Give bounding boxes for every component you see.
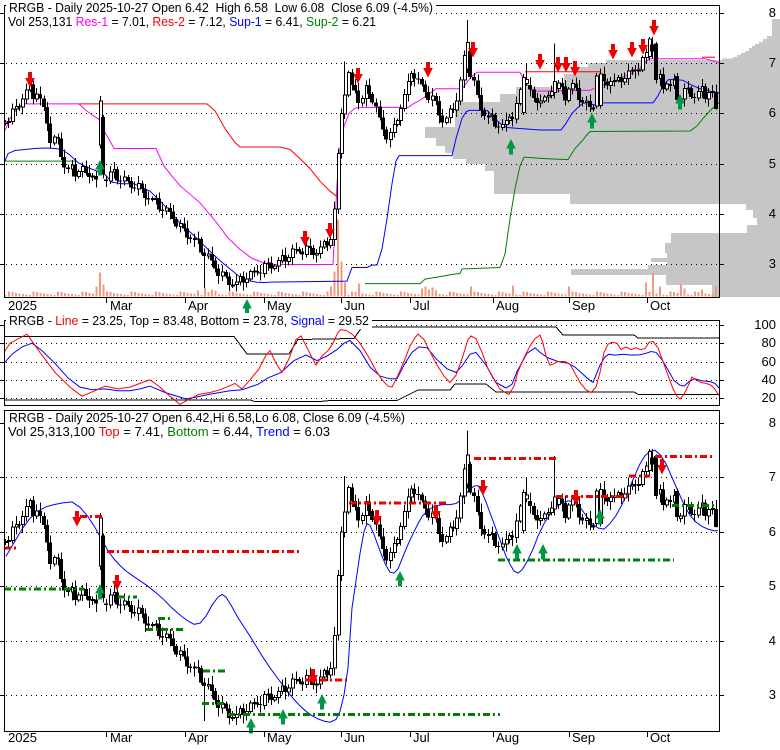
svg-text:3: 3 (769, 687, 776, 702)
svg-text:4: 4 (769, 206, 776, 221)
svg-text:RRGB - Daily 2025-10-27 Open 6: RRGB - Daily 2025-10-27 Open 6.42,Hi 6.5… (9, 410, 405, 425)
svg-text:Aug: Aug (496, 298, 519, 313)
svg-text:6: 6 (769, 105, 776, 120)
svg-text:Mar: Mar (110, 298, 133, 313)
svg-text:Jul: Jul (413, 730, 430, 745)
svg-text:8: 8 (769, 415, 776, 430)
svg-text:5: 5 (769, 156, 776, 171)
svg-text:20: 20 (762, 390, 776, 405)
svg-text:Apr: Apr (188, 730, 209, 745)
svg-text:100: 100 (754, 317, 776, 332)
svg-text:2025: 2025 (8, 730, 37, 745)
svg-text:8: 8 (769, 5, 776, 20)
svg-text:Jun: Jun (344, 730, 365, 745)
svg-text:Aug: Aug (496, 730, 519, 745)
svg-text:6: 6 (769, 524, 776, 539)
svg-text:Sep: Sep (572, 298, 595, 313)
svg-text:60: 60 (762, 354, 776, 369)
svg-text:Sep: Sep (572, 730, 595, 745)
svg-text:May: May (267, 298, 292, 313)
svg-text:4: 4 (769, 633, 776, 648)
svg-text:Vol 253,131 Res-1 = 7.01, Res-: Vol 253,131 Res-1 = 7.01, Res-2 = 7.12, … (8, 14, 376, 29)
svg-text:3: 3 (769, 256, 776, 271)
svg-text:Jul: Jul (413, 298, 430, 313)
svg-text:Mar: Mar (110, 730, 133, 745)
svg-text:40: 40 (762, 372, 776, 387)
svg-text:RRGB - Line = 23.25, Top = 83.: RRGB - Line = 23.25, Top = 83.48, Bottom… (9, 313, 369, 328)
svg-text:May: May (267, 730, 292, 745)
svg-text:Oct: Oct (650, 730, 671, 745)
svg-text:RRGB - Daily 2025-10-27 Open 6: RRGB - Daily 2025-10-27 Open 6.42 High 6… (9, 0, 433, 15)
svg-text:Jun: Jun (344, 298, 365, 313)
svg-text:5: 5 (769, 578, 776, 593)
svg-text:2025: 2025 (8, 298, 37, 313)
svg-text:7: 7 (769, 55, 776, 70)
svg-text:Apr: Apr (188, 298, 209, 313)
svg-text:7: 7 (769, 469, 776, 484)
svg-text:Vol 25,313,100 Top = 7.41, Bot: Vol 25,313,100 Top = 7.41, Bottom = 6.44… (8, 424, 330, 439)
svg-text:80: 80 (762, 335, 776, 350)
svg-text:Oct: Oct (650, 298, 671, 313)
